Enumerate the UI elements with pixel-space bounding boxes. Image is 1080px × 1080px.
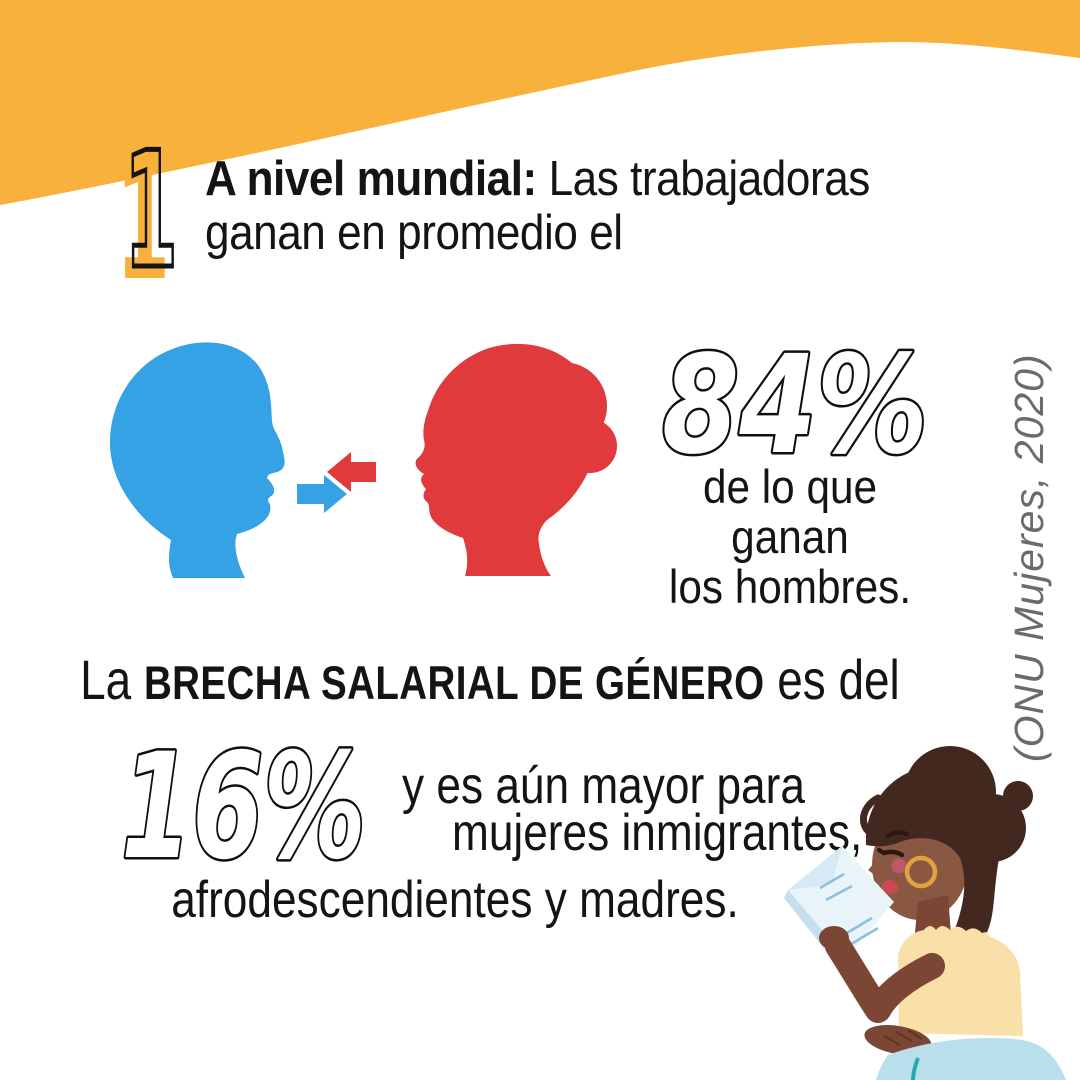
woman-blush <box>891 858 907 874</box>
stat-84-value: 84% <box>662 333 928 465</box>
woman-reading-illustration <box>784 746 1066 1080</box>
gap-prefix: La <box>80 648 144 711</box>
stat-84-caption: de lo que ganan los hombres. <box>646 462 934 612</box>
woman-skirt <box>876 1037 1066 1080</box>
stat-84-caption-line-1: de lo que ganan <box>702 460 878 563</box>
woman-eye <box>876 847 905 858</box>
heading-line-1: A nivel mundial: Las trabajadoras <box>205 152 979 206</box>
woman-arm-reading <box>819 926 945 1023</box>
woman-eyebrow <box>886 830 909 838</box>
woman-hand-reading <box>819 926 849 950</box>
gap-suffix: es del <box>764 648 900 711</box>
stat-16-value: 16% <box>121 736 366 868</box>
step-number-badge: 1 1 <box>116 140 181 298</box>
gap-emphasis: BRECHA SALARIAL DE GÉNERO <box>143 656 765 709</box>
woman-hair-curl <box>860 794 892 840</box>
heading-bold: A nivel mundial: <box>205 152 537 206</box>
woman-earring-icon <box>904 855 938 889</box>
heading-line-2: ganan en promedio el <box>205 206 623 260</box>
woman-features <box>876 830 938 894</box>
heading-regular: Las trabajadoras <box>536 152 871 206</box>
arrow-right-icon <box>297 475 347 513</box>
gap-sentence: La BRECHA SALARIAL DE GÉNERO es del <box>80 648 900 713</box>
female-head-icon <box>415 343 617 576</box>
source-citation: (ONU Mujeres, 2020) <box>1006 353 1052 762</box>
stat-16-caption-line-1: y es aún mayor para <box>402 757 805 815</box>
step-number-outline: 1 <box>124 140 178 298</box>
stat-84-caption-line-2: los hombres. <box>668 560 912 613</box>
stat-84-percent: 84% <box>660 333 931 465</box>
arrow-left-icon <box>327 452 376 492</box>
main-heading: A nivel mundial: Las trabajadoras ganan … <box>205 152 979 260</box>
wave-header-shape <box>0 0 1080 205</box>
gender-heads-graphic <box>109 342 617 578</box>
woman-hair <box>860 746 1033 954</box>
stat-16-caption-line-3: afrodescendientes y madres. <box>171 871 739 929</box>
stat-16-percent: 16% <box>119 736 369 868</box>
stat-16-caption-line-2: mujeres inmigrantes, <box>452 804 863 862</box>
male-head-icon <box>109 342 285 578</box>
step-number-shadow: 1 <box>116 140 170 298</box>
wave-path <box>0 0 1080 205</box>
woman-lips <box>882 880 898 894</box>
